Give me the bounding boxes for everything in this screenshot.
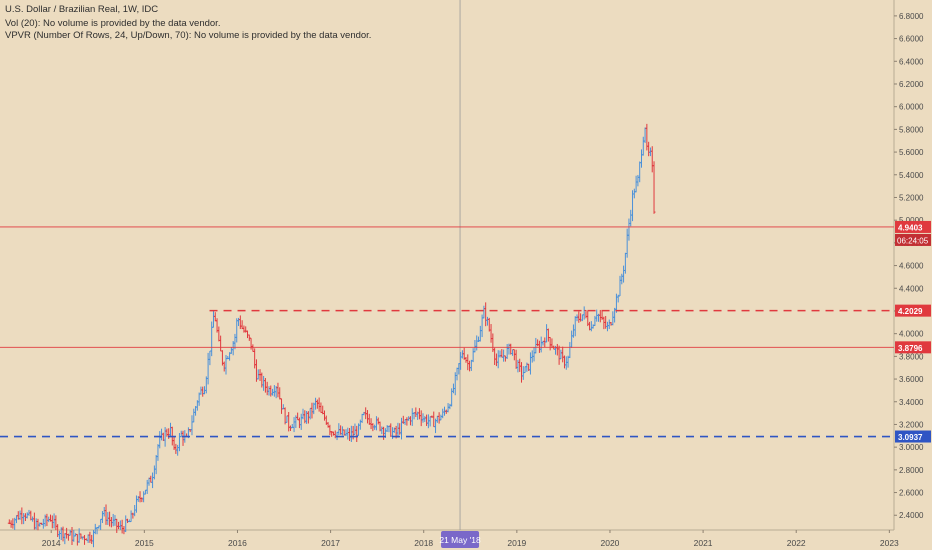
price-level-label: 4.9403	[898, 223, 923, 232]
price-tick-label: 6.0000	[899, 103, 924, 112]
crosshair-date-badge	[441, 531, 480, 548]
price-level-label: 3.0937	[898, 433, 923, 442]
time-tick-label: 2023	[880, 538, 899, 548]
time-tick-label: 2018	[414, 538, 433, 548]
price-tick-label: 5.4000	[899, 171, 924, 180]
time-tick-label: 2021	[694, 538, 713, 548]
price-tick-label: 5.6000	[899, 148, 924, 157]
price-level-label: 4.2029	[898, 307, 923, 316]
price-tick-label: 5.2000	[899, 193, 924, 202]
vpvr-indicator-legend[interactable]: VPVR (Number Of Rows, 24, Up/Down, 70): …	[5, 30, 372, 41]
countdown-badge	[895, 233, 931, 246]
countdown-label: 06:24:05	[897, 236, 929, 245]
time-tick-label: 2017	[321, 538, 340, 548]
time-tick-label: 2016	[228, 538, 247, 548]
price-tick-label: 3.4000	[899, 398, 924, 407]
price-tick-label: 3.2000	[899, 420, 924, 429]
price-level-badge	[895, 220, 931, 233]
price-tick-label: 6.8000	[899, 12, 924, 21]
time-tick-label: 2014	[42, 538, 61, 548]
symbol-title[interactable]: U.S. Dollar / Brazilian Real, 1W, IDC	[5, 4, 159, 15]
price-tick-label: 2.4000	[899, 511, 924, 520]
crosshair-date-label: 21 May '18	[439, 535, 481, 545]
time-tick-label: 2022	[787, 538, 806, 548]
price-level-badge	[895, 430, 931, 443]
price-tick-label: 6.2000	[899, 80, 924, 89]
price-tick-label: 5.8000	[899, 125, 924, 134]
price-tick-label: 6.6000	[899, 35, 924, 44]
price-tick-label: 4.4000	[899, 284, 924, 293]
price-tick-label: 6.4000	[899, 57, 924, 66]
price-tick-label: 3.8000	[899, 352, 924, 361]
time-tick-label: 2020	[601, 538, 620, 548]
time-tick-label: 2019	[507, 538, 526, 548]
price-tick-label: 3.0000	[899, 443, 924, 452]
time-tick-label: 2015	[135, 538, 154, 548]
price-tick-label: 4.6000	[899, 262, 924, 271]
price-tick-label: 5.0000	[899, 216, 924, 225]
price-tick-label: 2.6000	[899, 489, 924, 498]
price-tick-label: 2.8000	[899, 466, 924, 475]
price-level-badge	[895, 341, 931, 354]
price-tick-label: 4.0000	[899, 330, 924, 339]
volume-indicator-legend[interactable]: Vol (20): No volume is provided by the d…	[5, 18, 221, 29]
price-level-badge	[895, 304, 931, 317]
price-level-label: 3.8796	[898, 344, 923, 353]
price-tick-label: 3.6000	[899, 375, 924, 384]
